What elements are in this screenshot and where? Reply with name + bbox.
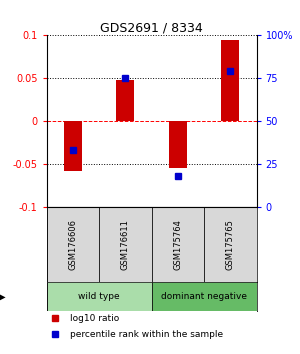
Title: GDS2691 / 8334: GDS2691 / 8334: [100, 21, 203, 34]
Text: GSM176606: GSM176606: [68, 219, 77, 270]
Text: percentile rank within the sample: percentile rank within the sample: [70, 330, 223, 339]
Bar: [46, 282, 152, 311]
Bar: [64, 121, 82, 171]
Text: GSM176611: GSM176611: [121, 219, 130, 270]
Text: wild type: wild type: [78, 292, 120, 301]
Text: GSM175764: GSM175764: [173, 219, 182, 270]
Bar: [169, 121, 187, 168]
Bar: [99, 207, 152, 282]
Text: dominant negative: dominant negative: [161, 292, 247, 301]
Text: GSM175765: GSM175765: [226, 219, 235, 270]
Bar: [152, 282, 256, 311]
Bar: [46, 207, 99, 282]
Bar: [204, 207, 256, 282]
Text: strain ▶: strain ▶: [0, 291, 5, 302]
Text: log10 ratio: log10 ratio: [70, 314, 119, 323]
Bar: [152, 207, 204, 282]
Bar: [116, 80, 134, 121]
Bar: [221, 40, 239, 121]
